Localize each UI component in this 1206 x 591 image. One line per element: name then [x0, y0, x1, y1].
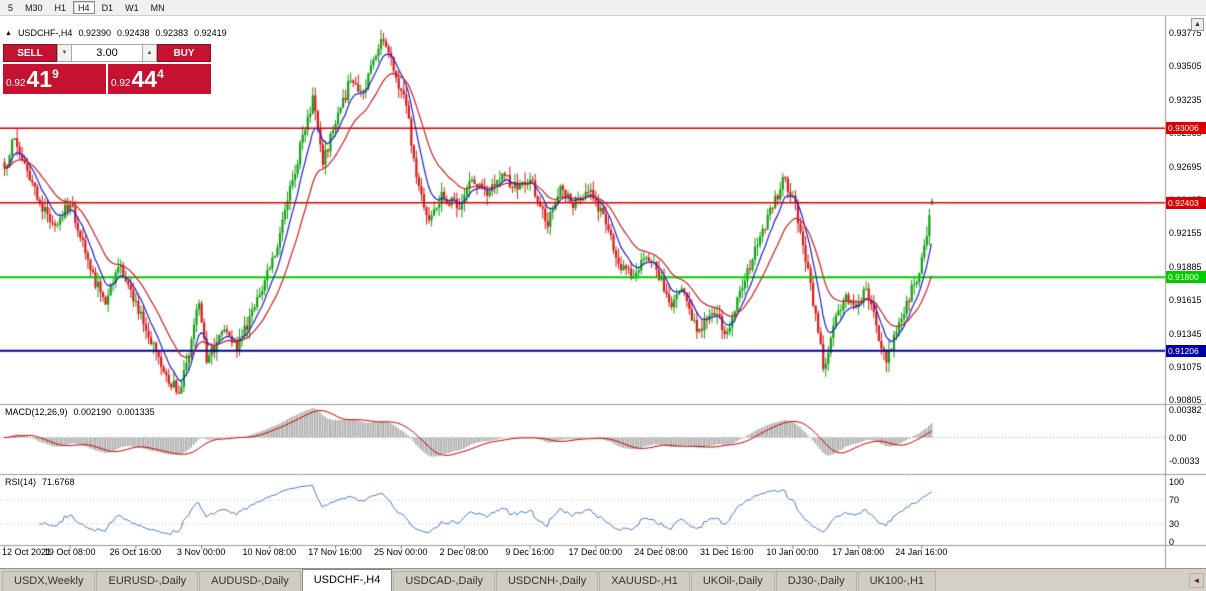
price-line-badge: 0.92403 — [1166, 196, 1206, 209]
price-axis-label: 0.91075 — [1169, 362, 1202, 372]
sell-price-pip-digit: 9 — [52, 67, 59, 81]
buy-price-pip-digit: 4 — [157, 67, 164, 81]
price-axis-label: 0.92155 — [1169, 228, 1202, 239]
price-line-badge: 0.91206 — [1166, 344, 1206, 357]
buy-price-big-digits: 44 — [131, 66, 158, 92]
macd-title: MACD(12,26,9) — [5, 407, 68, 417]
tab-dj30-daily[interactable]: DJ30-,Daily — [775, 571, 857, 591]
time-axis-label: 19 Oct 08:00 — [43, 547, 96, 557]
volume-increase-icon[interactable]: ▲ — [142, 44, 157, 62]
one-click-trading-panel: SELL ▼ 3.00 ▲ BUY 0.92 41 9 0.92 44 4 — [3, 44, 211, 94]
price-axis-label: 0.91345 — [1169, 328, 1202, 339]
sell-button[interactable]: SELL — [3, 44, 57, 62]
buy-price-display[interactable]: 0.92 44 4 — [108, 64, 211, 94]
tab-scroll-left-icon[interactable]: ◄ — [1189, 573, 1204, 588]
price-axis-label: 0.91615 — [1169, 295, 1202, 306]
chart-tabs-bar: USDX,Weekly EURUSD-,Daily AUDUSD-,Daily USD… — [0, 568, 1206, 591]
time-axis-label: 26 Oct 16:00 — [109, 547, 162, 557]
price-line-badge: 0.93006 — [1166, 122, 1206, 135]
time-axis-label: 3 Nov 00:00 — [176, 547, 226, 557]
time-axis-label: 12 Oct 2021 — [2, 547, 52, 557]
timeframe-button-w1[interactable]: W1 — [125, 3, 139, 13]
time-axis-label: 10 Jan 00:00 — [766, 547, 819, 557]
tab-eurusd-daily[interactable]: EURUSD-,Daily — [96, 571, 199, 591]
macd-indicator-label: MACD(12,26,9) 0.002190 0.001335 — [5, 407, 155, 417]
scroll-up-button[interactable]: ▲ — [1191, 18, 1204, 31]
rsi-axis-label: 0 — [1169, 537, 1175, 547]
tab-usdx-weekly[interactable]: USDX,Weekly — [2, 571, 96, 591]
timeframe-button-5[interactable]: 5 — [8, 3, 14, 13]
price-line-badge: 0.91800 — [1166, 271, 1206, 284]
tab-usdcad-daily[interactable]: USDCAD-,Daily — [393, 571, 495, 591]
timeframe-toolbar: 5 M30 H1 H4 D1 W1 MN — [0, 0, 1206, 16]
timeframe-button-h1[interactable]: H1 — [54, 3, 67, 13]
volume-decrease-icon[interactable]: ▼ — [57, 44, 72, 62]
time-axis-label: 24 Jan 16:00 — [895, 547, 948, 557]
rsi-axis-label: 30 — [1169, 519, 1180, 529]
chart-symbol-label: USDCHF-,H4 — [17, 28, 73, 38]
macd-axis-label: 0.00382 — [1169, 404, 1202, 415]
ohlc-close: 0.92419 — [194, 28, 227, 38]
timeframe-button-mn[interactable]: MN — [150, 3, 165, 13]
collapse-icon[interactable]: ▲ — [5, 29, 12, 37]
time-axis-label: 10 Nov 08:00 — [242, 547, 297, 557]
sell-price-big-digits: 41 — [26, 66, 53, 92]
tab-usdchf-h4[interactable]: USDCHF-,H4 — [301, 569, 393, 591]
price-axis-label: 0.91885 — [1169, 261, 1202, 272]
tab-usdcnh-daily[interactable]: USDCNH-,Daily — [495, 571, 599, 591]
time-axis-label: 31 Dec 16:00 — [699, 547, 754, 557]
macd-value-signal: 0.001335 — [117, 407, 155, 417]
price-axis-label: 0.92695 — [1169, 161, 1202, 172]
sell-price-display[interactable]: 0.92 41 9 — [3, 64, 106, 94]
ohlc-low: 0.92383 — [155, 28, 189, 38]
price-axis-label: 0.90805 — [1169, 395, 1202, 406]
timeframe-button-d1[interactable]: D1 — [101, 3, 114, 13]
price-axis-label: 0.93505 — [1169, 61, 1202, 72]
rsi-axis-label: 100 — [1169, 477, 1185, 487]
tab-audusd-daily[interactable]: AUDUSD-,Daily — [199, 571, 301, 591]
time-axis-label: 25 Nov 00:00 — [373, 547, 428, 557]
macd-axis-label: 0.00 — [1169, 432, 1187, 443]
price-chart-canvas[interactable] — [0, 0, 1206, 568]
volume-input[interactable]: 3.00 — [72, 44, 142, 62]
tab-xauusd-h1[interactable]: XAUUSD-,H1 — [599, 571, 690, 591]
time-axis-label: 17 Jan 08:00 — [832, 547, 885, 557]
tab-ukoil-daily[interactable]: UKOil-,Daily — [690, 571, 775, 591]
buy-button[interactable]: BUY — [157, 44, 211, 62]
ohlc-open: 0.92390 — [78, 28, 111, 38]
buy-price-prefix: 0.92 — [111, 78, 131, 89]
time-axis-label: 17 Nov 16:00 — [308, 547, 362, 557]
sell-price-prefix: 0.92 — [6, 78, 26, 89]
price-axis-label: 0.93235 — [1169, 94, 1202, 105]
tab-uk100-h1[interactable]: UK100-,H1 — [857, 571, 937, 591]
rsi-title: RSI(14) — [5, 477, 37, 487]
chart-header: ▲ USDCHF-,H4 0.92390 0.92438 0.92383 0.9… — [5, 28, 227, 38]
rsi-indicator-label: RSI(14) 71.6768 — [5, 477, 75, 487]
time-axis-label: 17 Dec 00:00 — [568, 547, 623, 557]
timeframe-button-m30[interactable]: M30 — [25, 3, 43, 13]
macd-value-main: 0.002190 — [73, 407, 112, 417]
time-axis-label: 2 Dec 08:00 — [439, 547, 489, 557]
time-axis-label: 9 Dec 16:00 — [505, 547, 554, 557]
price-axis-label: 0.93775 — [1169, 28, 1202, 38]
macd-axis-label: -0.0033 — [1169, 456, 1200, 467]
rsi-value: 71.6768 — [42, 477, 75, 487]
rsi-axis-label: 70 — [1169, 495, 1180, 505]
ohlc-high: 0.92438 — [117, 28, 150, 38]
time-axis-label: 24 Dec 08:00 — [634, 547, 688, 557]
timeframe-button-h4[interactable]: H4 — [73, 1, 95, 14]
